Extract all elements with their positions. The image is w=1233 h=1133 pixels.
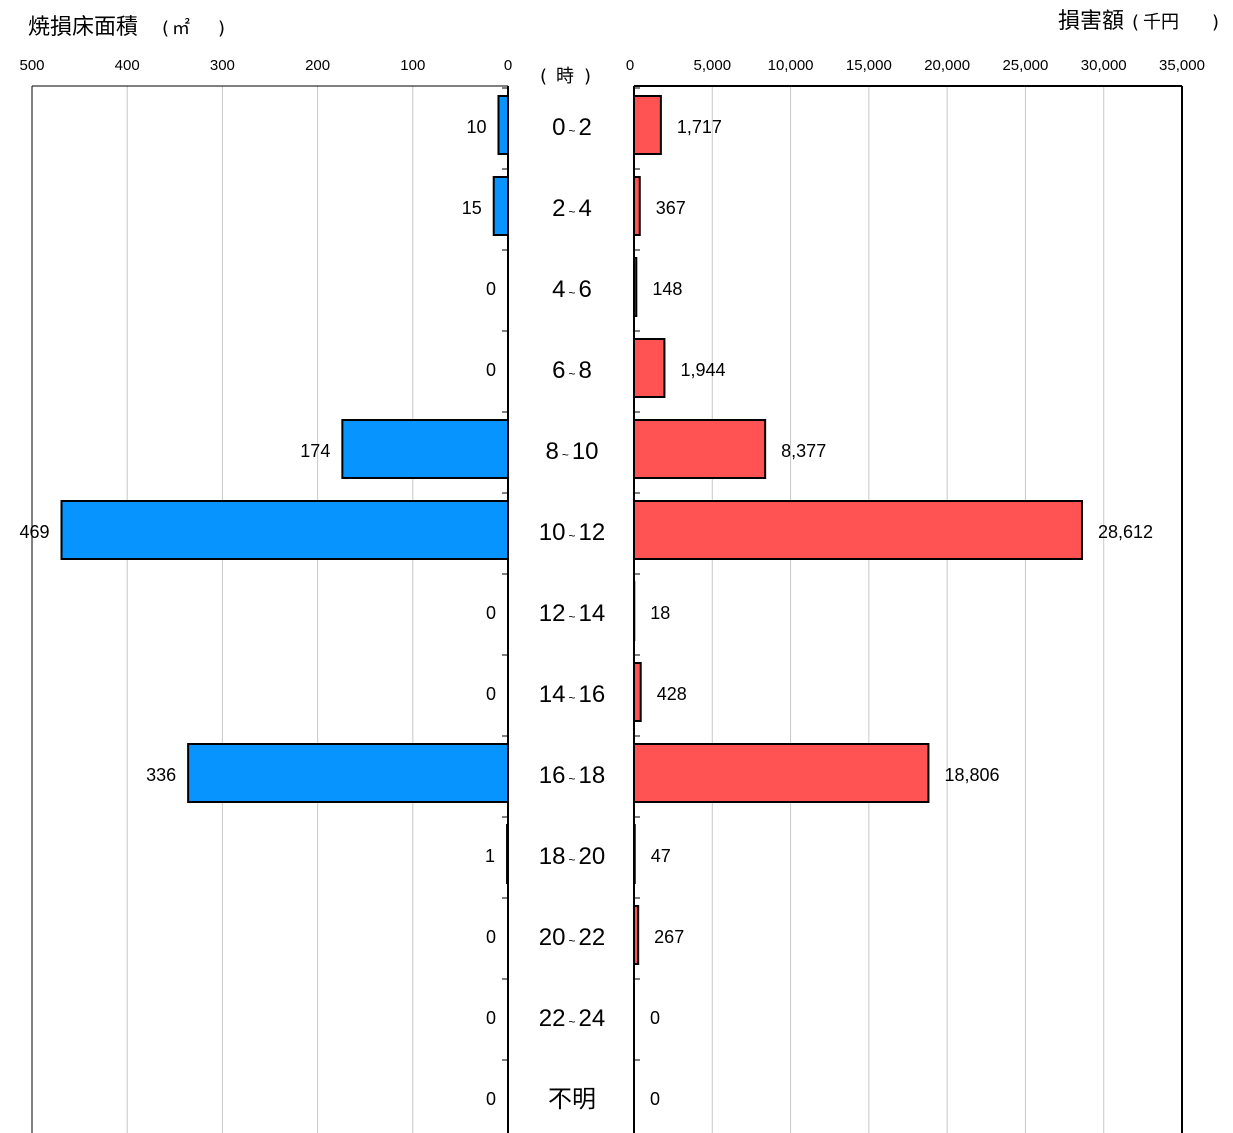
left-bar-value-label: 0 — [486, 279, 496, 299]
right-bar-value-label: 18,806 — [944, 765, 999, 785]
right-unit-paren-open: ( — [1132, 12, 1139, 33]
right-bar-value-label: 148 — [652, 279, 682, 299]
left-bar — [60, 500, 510, 560]
right-x-tick-label: 25,000 — [1002, 57, 1048, 74]
category-label: 6 ~8 — [552, 357, 592, 384]
left-bar — [492, 176, 510, 236]
right-bar — [633, 905, 640, 965]
left-unit-paren-close: ) — [218, 18, 225, 39]
left-bar-value-label: 0 — [486, 1008, 496, 1028]
left-bar-value-label: 174 — [300, 441, 330, 461]
left-chart-unit: ㎡ — [172, 17, 190, 39]
right-chart-title: 損害額 — [1058, 9, 1124, 34]
right-bar-value-label: 267 — [654, 927, 684, 947]
category-label: 12 ~14 — [539, 600, 605, 627]
left-unit-paren-open: ( — [162, 18, 169, 39]
left-bar-value-label: 0 — [486, 1089, 496, 1109]
right-bar — [633, 257, 638, 317]
center-title-paren-close: ) — [584, 66, 591, 87]
category-label: 2 ~4 — [552, 195, 592, 222]
category-label: 4 ~6 — [552, 276, 592, 303]
right-chart-unit: 千円 — [1143, 12, 1179, 33]
right-bar-value-label: 1,717 — [677, 117, 722, 137]
right-bar-value-label: 367 — [656, 198, 686, 218]
category-label: 16 ~18 — [539, 762, 605, 789]
right-bar-value-label: 8,377 — [781, 441, 826, 461]
right-bar-value-label: 0 — [650, 1089, 660, 1109]
right-bar — [633, 500, 1083, 560]
left-bar-value-label: 1 — [485, 846, 495, 866]
left-bar — [341, 419, 509, 479]
right-x-tick-label: 5,000 — [694, 57, 732, 74]
right-bar-value-label: 18 — [650, 603, 670, 623]
right-x-tick-label: 35,000 — [1159, 57, 1205, 74]
category-label: 14 ~16 — [539, 681, 605, 708]
right-bar — [633, 662, 642, 722]
left-bar — [497, 95, 510, 155]
left-bar-value-label: 0 — [486, 927, 496, 947]
left-bar-value-label: 0 — [486, 360, 496, 380]
right-bar — [633, 338, 666, 398]
category-label: 0 ~2 — [552, 114, 592, 141]
category-label: 22 ~24 — [539, 1005, 605, 1032]
right-bar — [633, 743, 930, 803]
center-axis-title: 時 — [556, 66, 574, 87]
right-bar-value-label: 28,612 — [1098, 522, 1153, 542]
right-bar — [633, 419, 767, 479]
right-unit-paren-close: ) — [1212, 12, 1219, 33]
category-label: 8 ~10 — [545, 438, 598, 465]
right-x-tick-label: 0 — [626, 57, 634, 74]
right-bar — [633, 176, 641, 236]
left-x-tick-label: 0 — [504, 57, 512, 74]
left-bar-value-label: 0 — [486, 603, 496, 623]
left-bar-value-label: 0 — [486, 684, 496, 704]
left-bar — [187, 743, 510, 803]
category-label: 不明 — [548, 1086, 596, 1113]
left-x-tick-label: 300 — [210, 57, 235, 74]
left-bar — [506, 824, 510, 884]
category-label: 18 ~20 — [539, 843, 605, 870]
right-bar-value-label: 428 — [657, 684, 687, 704]
center-title-paren-open: ( — [540, 66, 547, 87]
left-chart-title: 焼損床面積 — [28, 15, 138, 40]
left-bar-value-label: 469 — [19, 522, 49, 542]
left-x-tick-label: 100 — [400, 57, 425, 74]
chart-layer: ()()()500 400 300 200 100 0 0 5,000 10,000 15,000… — [19, 12, 1219, 1133]
left-x-tick-label: 400 — [115, 57, 140, 74]
left-x-tick-label: 500 — [19, 57, 44, 74]
left-bar-value-label: 15 — [462, 198, 482, 218]
category-label: 10 ~12 — [539, 519, 605, 546]
right-bar-value-label: 1,944 — [680, 360, 725, 380]
right-bar — [633, 95, 662, 155]
right-bar — [633, 824, 636, 884]
left-x-tick-label: 200 — [305, 57, 330, 74]
left-bar-value-label: 10 — [466, 117, 486, 137]
right-bar-value-label: 47 — [651, 846, 671, 866]
right-x-tick-label: 15,000 — [846, 57, 892, 74]
left-bar-value-label: 336 — [146, 765, 176, 785]
right-x-tick-label: 30,000 — [1081, 57, 1127, 74]
right-bar-value-label: 0 — [650, 1008, 660, 1028]
right-x-tick-label: 20,000 — [924, 57, 970, 74]
category-label: 20 ~22 — [539, 924, 605, 951]
right-x-tick-label: 10,000 — [768, 57, 814, 74]
